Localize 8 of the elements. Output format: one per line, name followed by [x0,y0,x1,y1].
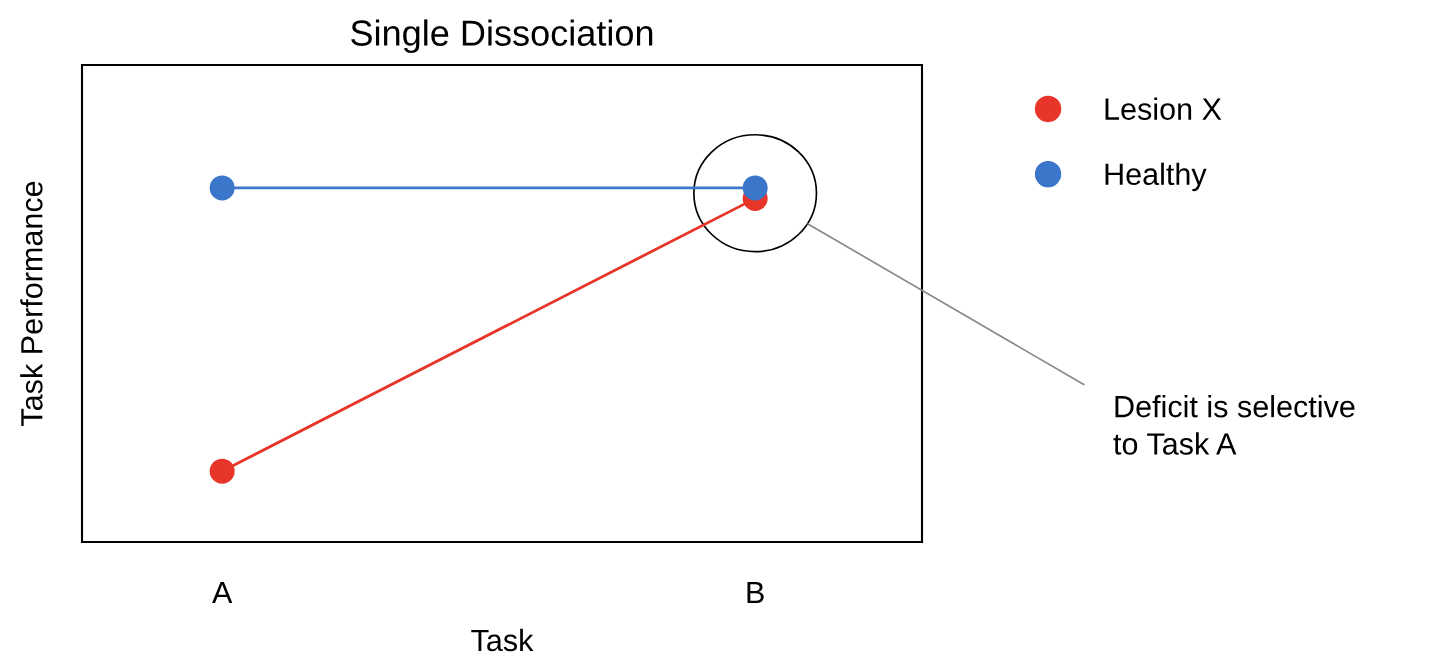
legend-label: Lesion X [1105,97,1222,120]
x-axis-title: Task [471,628,534,652]
x-tick-label: A [212,582,233,604]
x-tick-label: B [747,582,764,604]
legend-label: Healthy [1105,162,1207,192]
chart-title: Single Dissociation [351,19,653,54]
text: Deficit is selective to Task A [1113,395,1355,455]
y-axis-title: Task Performance [20,181,43,426]
